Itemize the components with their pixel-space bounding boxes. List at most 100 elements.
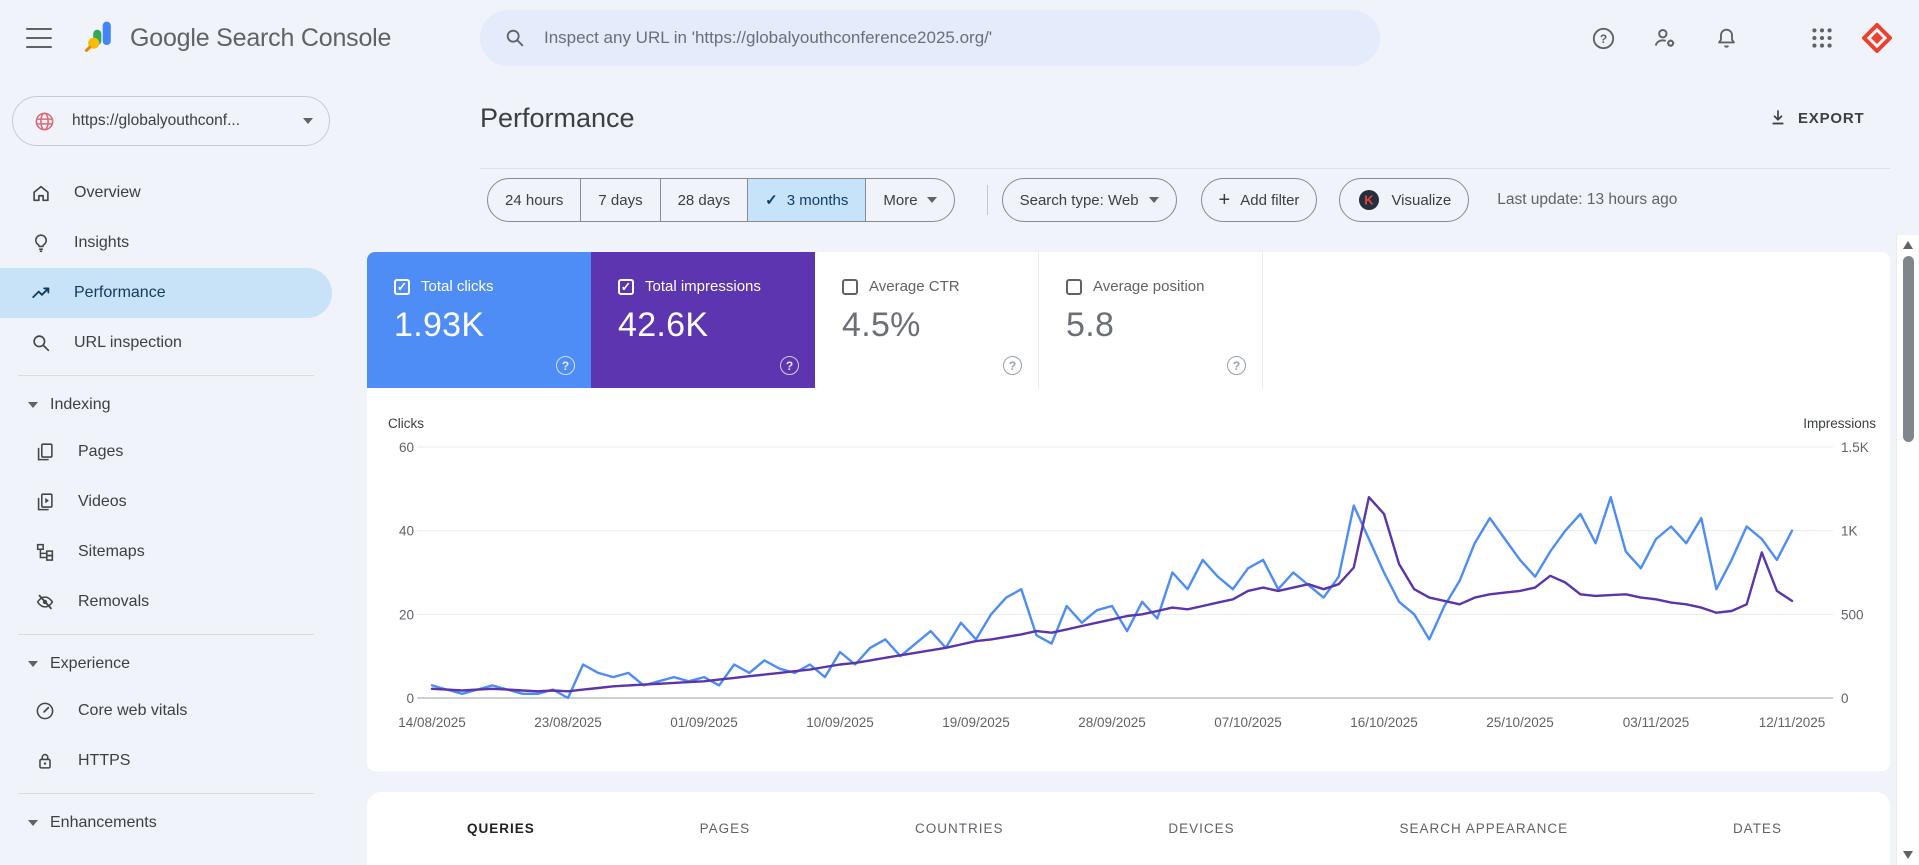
search-type-dropdown[interactable]: Search type: Web bbox=[1001, 178, 1177, 222]
divider bbox=[480, 168, 1890, 169]
svg-text:60: 60 bbox=[399, 440, 414, 455]
search-icon bbox=[506, 29, 524, 47]
plus-icon: + bbox=[1218, 189, 1231, 211]
sidebar: https://globalyouthconf... Overview Insi… bbox=[0, 76, 332, 865]
metric-card-1[interactable]: ✓ Total impressions 42.6K ? bbox=[591, 252, 815, 388]
svg-text:500: 500 bbox=[1841, 607, 1864, 622]
date-range-segmented-control: 24 hours 7 days 28 days ✓ 3 months More bbox=[487, 178, 955, 222]
visualize-extension-icon: K bbox=[1359, 190, 1380, 210]
range-3-months[interactable]: ✓ 3 months bbox=[747, 179, 866, 221]
metric-card-2[interactable]: ✓ Average CTR 4.5% ? bbox=[815, 252, 1039, 388]
sitemap-tree-icon bbox=[36, 543, 54, 561]
scrollbar-thumb[interactable] bbox=[1903, 256, 1914, 442]
scroll-down-arrow-icon[interactable] bbox=[1903, 851, 1913, 859]
sidebar-item-sitemaps[interactable]: Sitemaps bbox=[0, 527, 332, 577]
google-apps-grid-icon[interactable] bbox=[1809, 25, 1835, 51]
collapse-caret-icon bbox=[28, 661, 38, 667]
svg-text:40: 40 bbox=[399, 524, 414, 539]
chevron-down-icon bbox=[926, 197, 937, 203]
sidebar-section-experience[interactable]: Experience bbox=[0, 642, 332, 686]
svg-text:07/10/2025: 07/10/2025 bbox=[1214, 715, 1282, 730]
range-7-days[interactable]: 7 days bbox=[580, 179, 659, 221]
hamburger-menu-icon[interactable] bbox=[26, 28, 52, 48]
total-clicks-value: 1.93K bbox=[394, 306, 485, 344]
clicks-impressions-line-chart[interactable]: 60 1.5K 40 1K 20 500 0 0 Clicks Impressions 14/08/… bbox=[367, 388, 1890, 771]
metric-cards-row: ✓ Total clicks 1.93K ? ✓ Total impressio… bbox=[367, 252, 1890, 388]
svg-text:01/09/2025: 01/09/2025 bbox=[670, 715, 738, 730]
sidebar-item-insights[interactable]: Insights bbox=[0, 218, 332, 268]
svg-text:K: K bbox=[1365, 193, 1375, 208]
gauge-icon bbox=[36, 702, 54, 720]
sidebar-item-https[interactable]: HTTPS bbox=[0, 736, 332, 786]
checkbox-unchecked-icon[interactable]: ✓ bbox=[1066, 278, 1082, 295]
svg-text:14/08/2025: 14/08/2025 bbox=[398, 715, 466, 730]
sidebar-item-performance[interactable]: Performance bbox=[0, 268, 332, 318]
performance-report-card: ✓ Total clicks 1.93K ? ✓ Total impressio… bbox=[367, 252, 1890, 771]
tab-countries[interactable]: COUNTRIES bbox=[915, 821, 1004, 836]
svg-text:Impressions: Impressions bbox=[1803, 416, 1876, 431]
scroll-up-arrow-icon[interactable] bbox=[1903, 241, 1913, 249]
range-more-dropdown[interactable]: More bbox=[865, 179, 953, 221]
svg-text:23/08/2025: 23/08/2025 bbox=[534, 715, 602, 730]
sidebar-item-videos[interactable]: Videos bbox=[0, 477, 332, 527]
last-update-text: Last update: 13 hours ago bbox=[1497, 191, 1678, 208]
tab-devices[interactable]: DEVICES bbox=[1168, 821, 1235, 836]
help-icon[interactable]: ? bbox=[1003, 356, 1022, 375]
svg-text:20: 20 bbox=[399, 607, 414, 622]
property-selector[interactable]: https://globalyouthconf... bbox=[12, 96, 330, 146]
tab-search-appearance[interactable]: SEARCH APPEARANCE bbox=[1399, 821, 1569, 836]
tab-dates[interactable]: DATES bbox=[1732, 821, 1782, 836]
notifications-bell-icon[interactable] bbox=[1714, 26, 1739, 51]
metric-card-0[interactable]: ✓ Total clicks 1.93K ? bbox=[367, 252, 591, 388]
sidebar-section-enhancements[interactable]: Enhancements bbox=[0, 801, 332, 845]
svg-text:03/11/2025: 03/11/2025 bbox=[1623, 715, 1690, 730]
svg-text:0: 0 bbox=[1841, 691, 1849, 706]
eye-off-icon bbox=[36, 594, 54, 610]
export-button[interactable]: EXPORT bbox=[1768, 108, 1864, 128]
range-24-hours[interactable]: 24 hours bbox=[488, 179, 580, 221]
sidebar-item-removals[interactable]: Removals bbox=[0, 577, 332, 627]
svg-text:1K: 1K bbox=[1841, 524, 1858, 539]
help-icon[interactable]: ? bbox=[780, 356, 799, 375]
url-inspect-search-input[interactable]: Inspect any URL in 'https://globalyouthc… bbox=[480, 10, 1380, 66]
help-icon[interactable]: ? bbox=[1591, 26, 1616, 51]
svg-text:0: 0 bbox=[406, 691, 414, 706]
lightbulb-icon bbox=[34, 234, 48, 253]
checkbox-checked-icon[interactable]: ✓ bbox=[618, 278, 634, 295]
user-settings-icon[interactable] bbox=[1652, 25, 1678, 51]
vertical-scrollbar[interactable] bbox=[1896, 235, 1919, 865]
home-icon bbox=[33, 185, 49, 202]
visualize-button[interactable]: K Visualize bbox=[1339, 178, 1470, 222]
checkbox-checked-icon[interactable]: ✓ bbox=[394, 278, 410, 295]
sidebar-item-core-web-vitals[interactable]: Core web vitals bbox=[0, 686, 332, 736]
help-icon[interactable]: ? bbox=[556, 356, 575, 375]
profile-avatar[interactable] bbox=[1861, 22, 1893, 54]
sidebar-item-pages[interactable]: Pages bbox=[0, 427, 332, 477]
help-icon[interactable]: ? bbox=[1227, 356, 1246, 375]
divider bbox=[18, 793, 314, 794]
svg-text:25/10/2025: 25/10/2025 bbox=[1486, 715, 1554, 730]
average-ctr-value: 4.5% bbox=[842, 306, 921, 344]
filter-toolbar: 24 hours 7 days 28 days ✓ 3 months More … bbox=[487, 178, 1677, 222]
tab-queries[interactable]: QUERIES bbox=[467, 821, 535, 836]
svg-text:10/09/2025: 10/09/2025 bbox=[806, 715, 874, 730]
lock-icon bbox=[39, 753, 51, 769]
metric-card-3[interactable]: ✓ Average position 5.8 ? bbox=[1039, 252, 1263, 388]
total-impressions-value: 42.6K bbox=[618, 306, 709, 344]
divider bbox=[986, 185, 988, 215]
svg-text:Clicks: Clicks bbox=[388, 416, 424, 431]
sidebar-section-indexing[interactable]: Indexing bbox=[0, 383, 332, 427]
trending-up-icon bbox=[32, 287, 50, 299]
search-console-logo-icon bbox=[82, 18, 118, 59]
sidebar-item-url-inspection[interactable]: URL inspection bbox=[0, 318, 332, 368]
add-filter-button[interactable]: + Add filter bbox=[1200, 178, 1318, 222]
search-placeholder: Inspect any URL in 'https://globalyouthc… bbox=[544, 28, 993, 47]
sidebar-item-overview[interactable]: Overview bbox=[0, 168, 332, 218]
svg-text:28/09/2025: 28/09/2025 bbox=[1078, 715, 1146, 730]
range-28-days[interactable]: 28 days bbox=[659, 179, 748, 221]
svg-text:1.5K: 1.5K bbox=[1841, 440, 1869, 455]
magnifier-icon bbox=[33, 335, 50, 352]
tab-pages[interactable]: PAGES bbox=[699, 821, 751, 836]
checkbox-unchecked-icon[interactable]: ✓ bbox=[842, 278, 858, 295]
svg-text:12/11/2025: 12/11/2025 bbox=[1759, 715, 1826, 730]
